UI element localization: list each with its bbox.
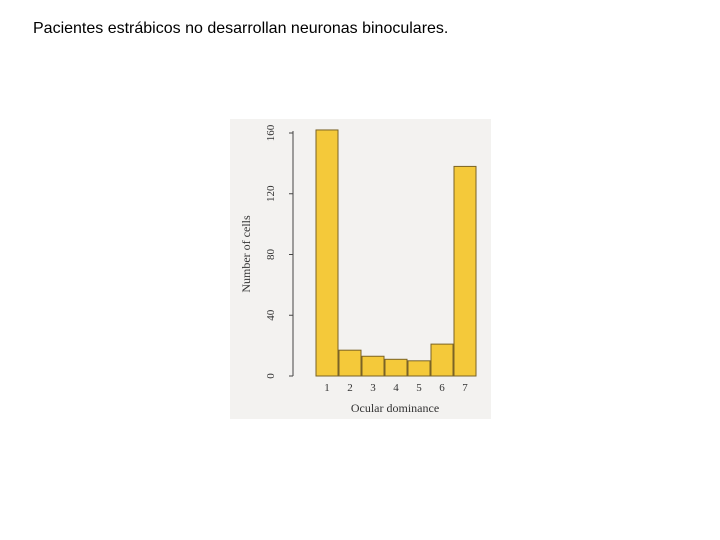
x-tick-label: 4 [393, 382, 399, 394]
y-tick-label: 160 [265, 124, 277, 141]
bar-7 [453, 165, 477, 377]
x-tick-label: 1 [324, 382, 330, 394]
x-tick-labels: 1 2 3 4 5 6 7 [324, 382, 468, 394]
y-axis-label: Number of cells [239, 215, 253, 293]
y-tick-label: 120 [265, 185, 277, 202]
bar-2 [338, 349, 362, 377]
x-tick-label: 3 [370, 382, 376, 394]
x-tick-label: 7 [462, 382, 468, 394]
x-axis-label: Ocular dominance [351, 401, 439, 415]
bar-4 [384, 358, 408, 377]
y-tick-label: 40 [265, 309, 277, 321]
x-tick-label: 6 [439, 382, 445, 394]
histogram-figure: 0 40 80 120 160 1 2 3 4 5 6 7 Number of cells Ocul… [230, 119, 491, 419]
y-tick-labels: 0 40 80 120 160 [265, 124, 293, 379]
slide-title: Pacientes estrábicos no desarrollan neur… [33, 20, 449, 37]
y-tick-label: 80 [265, 249, 277, 261]
bar-6 [430, 343, 454, 377]
y-tick-label: 0 [265, 373, 277, 379]
bar-5 [407, 360, 431, 377]
bar-1 [315, 129, 339, 377]
bar-3 [361, 355, 385, 377]
chart-bars [315, 129, 477, 377]
x-tick-label: 2 [347, 382, 353, 394]
x-tick-label: 5 [416, 382, 422, 394]
ocular-dominance-chart: 0 40 80 120 160 1 2 3 4 5 6 7 Number of cells Ocul… [239, 124, 477, 415]
